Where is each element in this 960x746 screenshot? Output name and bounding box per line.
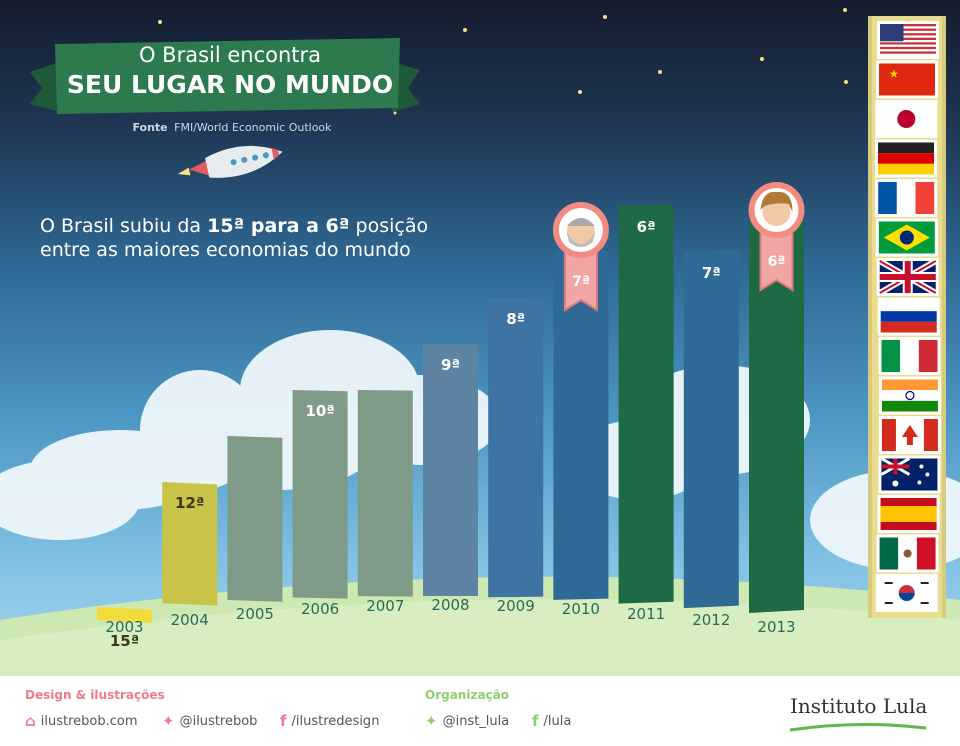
x-tick-2010: 2010 (562, 600, 600, 618)
bar-2003 (97, 607, 152, 623)
design-twitter-link[interactable]: ✦ @ilustrebob (162, 712, 257, 730)
bar-2009 (488, 297, 544, 598)
design-facebook-link[interactable]: f /ilustredesign (280, 712, 379, 730)
data-label-2003: 15ª (110, 632, 139, 650)
france-flag (875, 179, 938, 217)
home-icon: ⌂ (25, 712, 36, 730)
source-label: Fonte (132, 121, 167, 134)
bar-2004 (162, 482, 218, 606)
china-flag: ★ (876, 60, 939, 99)
subtitle-line1-suffix: posição (349, 215, 428, 237)
italy-flag (878, 337, 941, 375)
japan-flag (875, 100, 938, 138)
clouds (0, 330, 960, 570)
russia-flag (877, 297, 940, 336)
x-tick-2007: 2007 (366, 597, 404, 615)
mexico-flag (876, 534, 939, 573)
source-note: Fonte FMI/World Economic Outlook (132, 121, 332, 134)
design-site-text: ilustrebob.com (40, 713, 138, 729)
facebook-icon: f (280, 712, 287, 730)
x-tick-2008: 2008 (431, 596, 469, 614)
bar-2010 (553, 250, 609, 600)
canada-flag (878, 416, 941, 454)
bar-2006 (292, 390, 348, 599)
twitter-bird-icon: ✦ (425, 712, 438, 730)
brazil-flag (875, 218, 938, 257)
title-line1: O Brasil encontra (139, 43, 321, 67)
data-label-2004: 12ª (175, 494, 204, 512)
data-label-2008: 9ª (441, 356, 460, 374)
title-line2: SEU LUGAR NO MUNDO (67, 70, 393, 99)
infographic-stage: O Brasil encontra SEU LUGAR NO MUNDO Fon… (0, 0, 960, 676)
x-tick-2009: 2009 (497, 597, 535, 615)
india-flag (878, 376, 941, 415)
design-site-link[interactable]: ⌂ ilustrebob.com (25, 712, 138, 730)
bar-2012 (683, 249, 739, 609)
subtitle-line1: O Brasil subiu da 15ª para a 6ª posição (40, 215, 428, 237)
medal-2010: 7ª (552, 202, 609, 312)
org-facebook-text: /lula (543, 713, 572, 729)
flag-list: ★ (875, 21, 941, 612)
data-label-2006: 10ª (305, 402, 334, 420)
medal-label-2013: 6ª (768, 254, 786, 270)
logo-swoosh (789, 722, 927, 732)
design-credit-title: Design & ilustrações (25, 688, 165, 702)
germany-flag (875, 139, 938, 178)
org-title: Organização (425, 688, 509, 702)
uk-flag (876, 258, 939, 296)
bar-2011 (618, 204, 674, 604)
svg-text:★: ★ (889, 68, 899, 81)
subtitle-line1-bold: 15ª para a 6ª (207, 215, 349, 237)
bar-2008 (423, 344, 478, 596)
org-twitter-text: @inst_lula (442, 713, 510, 729)
spain-flag (877, 495, 940, 533)
org-facebook-link[interactable]: f /lula (532, 712, 571, 730)
australia-flag (878, 455, 941, 494)
org-twitter-link[interactable]: ✦ @inst_lula (425, 712, 509, 730)
source-text: FMI/World Economic Outlook (174, 121, 332, 134)
subtitle-line2: entre as maiores economias do mundo (40, 239, 411, 261)
stars (158, 8, 848, 115)
medal-2013: 6ª (748, 182, 805, 292)
instituto-lula-logo: Instituto Lula (790, 694, 928, 718)
x-tick-2013: 2013 (757, 618, 795, 636)
twitter-bird-icon: ✦ (162, 712, 175, 730)
x-tick-2011: 2011 (627, 605, 665, 623)
data-label-2012: 7ª (702, 264, 721, 282)
medal-label-2010: 7ª (572, 274, 590, 290)
x-tick-2005: 2005 (236, 605, 274, 623)
x-tick-2004: 2004 (171, 611, 209, 629)
facebook-icon: f (532, 712, 539, 730)
footer: Design & ilustrações ⌂ ilustrebob.com ✦ … (0, 676, 960, 746)
data-label-2011: 6ª (637, 218, 656, 236)
bar-2007 (357, 390, 413, 597)
subtitle-line1-prefix: O Brasil subiu da (40, 215, 207, 237)
design-facebook-text: /ilustredesign (291, 713, 380, 729)
usa-flag (877, 21, 939, 59)
design-twitter-text: @ilustrebob (179, 713, 258, 729)
infographic-canvas: O Brasil encontra SEU LUGAR NO MUNDO Fon… (0, 8, 960, 676)
data-label-2009: 8ª (506, 310, 525, 328)
x-tick-2012: 2012 (692, 611, 730, 629)
bar-2013 (749, 203, 804, 613)
bar-2005 (227, 436, 283, 602)
rocket-icon (177, 145, 283, 178)
title-ribbon (30, 38, 420, 114)
x-tick-2006: 2006 (301, 600, 339, 618)
x-tick-2003: 2003 (105, 618, 143, 636)
south-korea-flag (875, 574, 938, 612)
